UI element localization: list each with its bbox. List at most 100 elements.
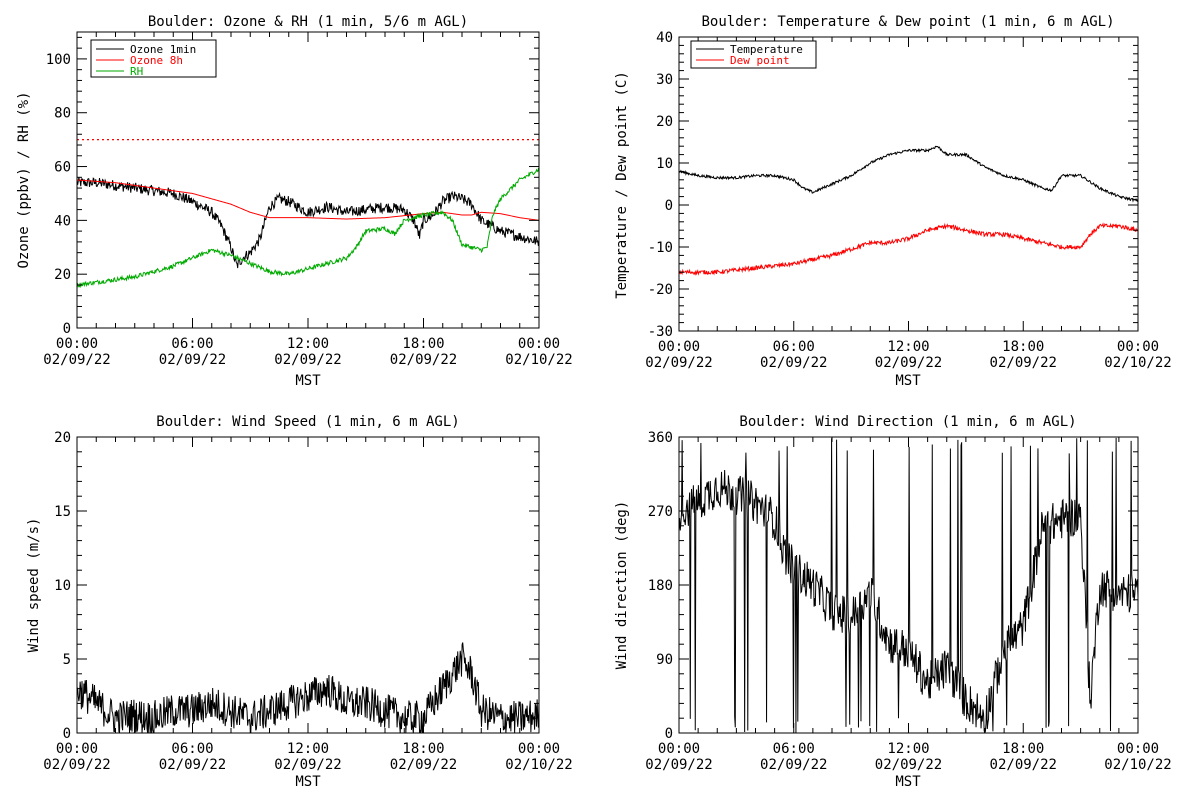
y-tick-label: 20 [656,114,673,130]
x-axis-label: MST [295,373,321,389]
series-line-series-0 [679,437,1138,733]
x-tick-date-label: 02/10/22 [505,757,572,773]
x-tick-date-label: 02/09/22 [990,757,1057,773]
x-tick-date-label: 02/10/22 [1104,757,1171,773]
x-tick-date-label: 02/09/22 [645,757,712,773]
legend: Ozone 1min Ozone 8h RH [90,39,217,78]
chart-title: Boulder: Ozone & RH (1 min, 5/6 m AGL) [148,14,468,30]
legend-label-ozone-1min: Ozone 1min [130,43,196,56]
x-tick-label: 00:00 [1117,741,1159,757]
x-tick-label: 00:00 [56,336,98,352]
x-tick-date-label: 02/09/22 [645,355,712,371]
chart-title: Boulder: Wind Speed (1 min, 6 m AGL) [156,414,459,430]
wind-speed-panel: Boulder: Wind Speed (1 min, 6 m AGL) 0 5 1… [26,414,573,790]
x-tick-label: 00:00 [56,741,98,757]
axes-layer: 02040608010000:0002/09/2206:0002/09/2212… [43,32,573,368]
series-line-series-0 [77,642,539,733]
legend-label-temperature: Temperature [730,43,803,56]
legend-label-rh: RH [130,65,143,78]
x-tick-date-label: 02/10/22 [505,352,572,368]
series-layer [77,642,539,733]
y-tick-label: 0 [665,198,673,214]
y-tick-label: 270 [648,504,673,520]
y-tick-label: 90 [656,652,673,668]
y-tick-label: 0 [665,726,673,742]
series-line-rh [77,167,539,289]
legend-box [690,40,817,69]
y-tick-label: -30 [648,324,673,340]
y-tick-label: 30 [656,72,673,88]
x-axis-label: MST [895,774,921,790]
x-tick-date-label: 02/09/22 [990,355,1057,371]
y-axis-label: Ozone (ppbv) / RH (%) [16,91,32,268]
x-tick-date-label: 02/09/22 [875,757,942,773]
y-tick-label: 0 [63,321,71,337]
y-tick-label: 10 [54,578,71,594]
x-tick-label: 18:00 [1002,741,1044,757]
x-tick-date-label: 02/09/22 [43,352,110,368]
x-tick-label: 06:00 [773,339,815,355]
series-line-temperature [679,145,1138,203]
x-tick-label: 00:00 [658,741,700,757]
x-tick-label: 18:00 [1002,339,1044,355]
x-tick-label: 18:00 [402,336,444,352]
axes-layer: -30-20-1001020304000:0002/09/2206:0002/0… [645,30,1171,371]
series-line-ozone-8h [77,179,539,221]
y-tick-label: 15 [54,504,71,520]
y-tick-label: 20 [54,430,71,446]
x-tick-label: 00:00 [518,336,560,352]
x-tick-date-label: 02/10/22 [1104,355,1171,371]
y-tick-label: -20 [648,282,673,298]
y-tick-label: 40 [656,30,673,46]
x-tick-label: 06:00 [171,336,213,352]
y-tick-label: 360 [648,430,673,446]
series-layer [679,437,1138,733]
x-tick-date-label: 02/09/22 [159,757,226,773]
x-tick-label: 12:00 [887,339,929,355]
series-line-ozone-1min [77,177,539,269]
x-tick-label: 18:00 [402,741,444,757]
x-tick-date-label: 02/09/22 [760,355,827,371]
x-tick-date-label: 02/09/22 [390,352,457,368]
y-tick-label: -10 [648,240,673,256]
axes-layer: 09018027036000:0002/09/2206:0002/09/2212… [645,430,1171,773]
y-axis-label: Wind direction (deg) [614,501,630,670]
y-tick-label: 100 [46,52,71,68]
series-layer [679,145,1138,276]
y-tick-label: 180 [648,578,673,594]
x-tick-label: 00:00 [658,339,700,355]
x-tick-date-label: 02/09/22 [274,352,341,368]
chart-title: Boulder: Wind Direction (1 min, 6 m AGL) [739,414,1076,430]
y-tick-label: 40 [54,213,71,229]
y-axis-label: Temperature / Dew point (C) [614,71,630,299]
x-axis-label: MST [295,774,321,790]
x-tick-label: 12:00 [287,336,329,352]
x-tick-date-label: 02/09/22 [390,757,457,773]
series-layer [77,139,539,289]
legend-label-dew-point: Dew point [730,54,790,67]
x-tick-label: 00:00 [1117,339,1159,355]
x-tick-date-label: 02/09/22 [875,355,942,371]
legend: Temperature Dew point [690,40,817,69]
y-tick-label: 80 [54,106,71,122]
y-tick-label: 10 [656,156,673,172]
y-axis-label: Wind speed (m/s) [26,518,42,653]
temperature-dewpoint-panel: Boulder: Temperature & Dew point (1 min,… [614,14,1172,389]
axes-layer: 0510152000:0002/09/2206:0002/09/2212:000… [43,430,572,773]
x-tick-date-label: 02/09/22 [43,757,110,773]
wind-direction-panel: Boulder: Wind Direction (1 min, 6 m AGL)… [614,414,1172,790]
y-tick-label: 60 [54,160,71,176]
series-line-dew-point [679,222,1138,276]
x-tick-label: 06:00 [171,741,213,757]
x-tick-label: 12:00 [287,741,329,757]
x-tick-date-label: 02/09/22 [274,757,341,773]
y-tick-label: 0 [63,726,71,742]
x-tick-label: 06:00 [773,741,815,757]
y-tick-label: 20 [54,267,71,283]
y-tick-label: 5 [63,652,71,668]
legend-label-ozone-8h: Ozone 8h [130,54,183,67]
ozone-rh-panel: Boulder: Ozone & RH (1 min, 5/6 m AGL) 0… [16,14,573,389]
x-tick-label: 00:00 [518,741,560,757]
